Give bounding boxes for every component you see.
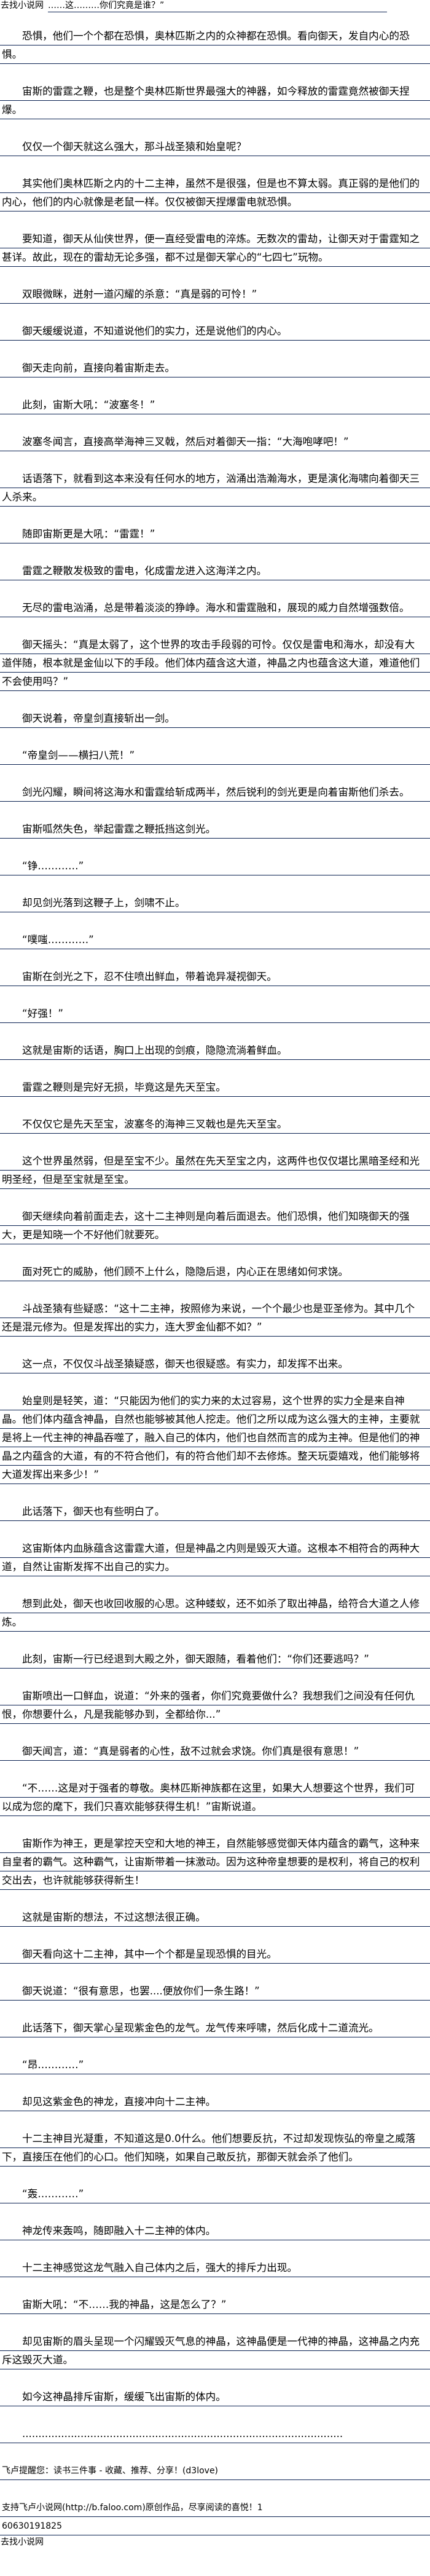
paragraph: 御天继续向着前面走去，这十二主神则是向着后面退去。他们恐惧，他们知晓御天的强大，… bbox=[0, 1207, 430, 1244]
paragraph: 十二主神目光凝重，不知道这是0.0什么。他们想要反抗，不过却发现恢弘的帝皇之威落… bbox=[0, 2130, 430, 2167]
paragraph: “噗嗤…………” bbox=[0, 931, 430, 949]
page-footer: 飞卢提醒您：读书三件事 - 收藏、推荐、分享！(d3love) 支持飞卢小说网(… bbox=[0, 2462, 430, 2549]
paragraph: 宙斯呱然失色，举起雷霆之鞭抵挡这剑光。 bbox=[0, 820, 430, 839]
paragraph: 御天说着，帝皇剑直接斩出一剑。 bbox=[0, 709, 430, 728]
paragraph: 宙斯的雷霆之鞭，也是整个奥林匹斯世界最强大的神器，如今释放的雷霆竟然被御天捏爆。 bbox=[0, 82, 430, 119]
paragraph: 御天说道：“很有意思，也罢....便放你们一条生路！” bbox=[0, 1982, 430, 2001]
paragraph: 无尽的雷电汹涌，总是带着淡淡的狰峥。海水和雷霆融和，展现的威力自然增强数倍。 bbox=[0, 599, 430, 617]
paragraph: 宙斯喷出一口鲜血，说道：“外来的强者，你们究竟要做什么？我想我们之间没有任何仇恨… bbox=[0, 1687, 430, 1724]
paragraph: 御天摇头：“真是太弱了，这个世界的攻击手段弱的可怜。仅仅是雷电和海水，却没有大道… bbox=[0, 636, 430, 691]
paragraph: “帝皇剑——横扫八荒！” bbox=[0, 746, 430, 765]
paragraph: 御天缓缓说道，不知道说他们的实力，还是说他们的内心。 bbox=[0, 322, 430, 341]
site-name[interactable]: 去找小说网 bbox=[1, 1, 44, 10]
paragraph: 神龙传来轰鸣，随即融入十二主神的体内。 bbox=[0, 2222, 430, 2240]
footer-code: 60630191825 bbox=[0, 2517, 430, 2535]
paragraph: 如今这神晶排斥宙斯，缓缓飞出宙斯的体内。 bbox=[0, 2388, 430, 2406]
paragraph: 要知道，御天从仙侠世界，便一直经受雷电的淬炼。无数次的雷劫，让御天对于雷霆知之甚… bbox=[0, 230, 430, 267]
paragraph: 想到此处，御天也收回收服的心思。这种蝼蚁，还不如杀了取出神晶，给符合大道之人修炼… bbox=[0, 1595, 430, 1632]
paragraph: 这就是宙斯的想法，不过这想法很正确。 bbox=[0, 1908, 430, 1927]
paragraph: “轰…………” bbox=[0, 2185, 430, 2203]
paragraph: 此话落下，御天也有些明白了。 bbox=[0, 1503, 430, 1521]
paragraph: 此刻，宙斯大吼：“波塞冬！” bbox=[0, 396, 430, 414]
paragraph: 御天走向前，直接向着宙斯走去。 bbox=[0, 359, 430, 377]
chapter-title: ……这………你们究竟是谁？” bbox=[48, 0, 387, 12]
paragraph: 不仅仅它是先天至宝，波塞冬的海神三叉戟也是先天至宝。 bbox=[0, 1115, 430, 1134]
paragraph: 此话落下，御天掌心呈现紫金色的龙气。龙气传来呼啸，然后化成十二道流光。 bbox=[0, 2019, 430, 2037]
paragraph: 宙斯大吼：“不……我的神晶，这是怎么了？” bbox=[0, 2296, 430, 2314]
paragraph: 始皇则是轻笑，道：“只能因为他们的实力来的太过容易，这个世界的实力全是来自神晶。… bbox=[0, 1392, 430, 1484]
paragraph: “好强！” bbox=[0, 1005, 430, 1023]
paragraph: 宙斯作为神王，更是掌控天空和大地的神王，自然能够感觉御天体内蕴含的霸气，这种来自… bbox=[0, 1835, 430, 1890]
paragraph: 随即宙斯更是大吼：“雷霆！” bbox=[0, 525, 430, 543]
page-header: 去找小说网 ……这………你们究竟是谁？” bbox=[0, 0, 430, 27]
paragraph: 其实他们奥林匹斯之内的十二主神，虽然不是很强，但是也不算太弱。真正弱的是他们的内… bbox=[0, 175, 430, 211]
chapter-content: 恐惧，他们一个个都在恐惧，奥林匹斯之内的众神都在恐惧。看向御天，发自内心的恐惧。… bbox=[0, 27, 430, 2443]
paragraph: 恐惧，他们一个个都在恐惧，奥林匹斯之内的众神都在恐惧。看向御天，发自内心的恐惧。 bbox=[0, 27, 430, 64]
paragraph: 雷霆之鞭则是完好无损，毕竟这是先天至宝。 bbox=[0, 1078, 430, 1097]
paragraph: “不……这是对于强者的尊敬。奥林匹斯神族都在这里，如果大人想要这个世界，我们可以… bbox=[0, 1779, 430, 1816]
paragraph: 这就是宙斯的话语，胸口上出现的剑痕，隐隐流淌着鲜血。 bbox=[0, 1041, 430, 1060]
footer-reminder: 飞卢提醒您：读书三件事 - 收藏、推荐、分享！(d3love) bbox=[0, 2462, 430, 2480]
footer-support-link[interactable]: 支持飞卢小说网(http://b.faloo.com)原创作品，尽享阅读的喜悦！… bbox=[0, 2499, 430, 2517]
paragraph: 话语落下，就看到这本来没有任何水的地方，汹涌出浩瀚海水，更是演化海啸向着御天三人… bbox=[0, 470, 430, 507]
paragraph: 御天看向这十二主神，其中一个个都是呈现恐惧的目光。 bbox=[0, 1945, 430, 1964]
paragraph: 这宙斯体内血脉蕴含这雷霆大道，但是神晶之内则是毁灭大道。这根本不相符合的两种大道… bbox=[0, 1539, 430, 1576]
paragraph: 斗战圣猿有些疑惑：“这十二主神，按照修为来说，一个个最少也是亚圣修为。其中几个还… bbox=[0, 1300, 430, 1337]
paragraph: 这个世界虽然弱，但是至宝不少。虽然在先天至宝之内，这两件也仅仅堪比黑暗圣经和光明… bbox=[0, 1152, 430, 1189]
paragraph: 面对死亡的威胁，他们顾不上什么，隐隐后退，内心正在思绪如何求饶。 bbox=[0, 1263, 430, 1281]
paragraph: 波塞冬闻言，直接高举海神三叉戟，然后对着御天一指：“大海咆哮吧！” bbox=[0, 433, 430, 451]
paragraph: “铮…………” bbox=[0, 857, 430, 875]
paragraph: 雷霆之鞭散发极致的雷电，化成雷龙进入这海洋之内。 bbox=[0, 562, 430, 580]
paragraph: 双眼微眯，迸射一道闪耀的杀意：“真是弱的可怜！” bbox=[0, 285, 430, 304]
paragraph: 此刻，宙斯一行已经退到大殿之外，御天跟随，看着他们：“你们还要逃吗？” bbox=[0, 1650, 430, 1669]
footer-site-name[interactable]: 去找小说网 bbox=[1, 2537, 44, 2547]
paragraph: 御天闻言，道：“真是弱者的心性，敌不过就会求饶。你们真是很有意思！” bbox=[0, 1742, 430, 1761]
paragraph: “昂…………” bbox=[0, 2056, 430, 2074]
paragraph: 却见剑光落到这鞭子上，剑啸不止。 bbox=[0, 894, 430, 912]
paragraph: 却见这紫金色的神龙，直接冲向十二主神。 bbox=[0, 2093, 430, 2111]
paragraph: 十二主神感觉这龙气融入自己体内之后，强大的排斥力出现。 bbox=[0, 2259, 430, 2277]
paragraph: 剑光闪耀，瞬间将这海水和雷霆给斩成两半，然后锐利的剑光更是向着宙斯他们杀去。 bbox=[0, 783, 430, 802]
paragraph: 宙斯在剑光之下，忍不住喷出鲜血，带着诡异凝视御天。 bbox=[0, 968, 430, 986]
paragraph: 却见宙斯的眉头呈现一个闪耀毁灭气息的神晶，这神晶便是一代神的神晶，这神晶之内充斥… bbox=[0, 2333, 430, 2369]
paragraph: 这一点，不仅仅斗战圣猿疑惑，御天也很疑惑。有实力，却发挥不出来。 bbox=[0, 1355, 430, 1373]
paragraph: 仅仅一个御天就这么强大，那斗战圣猿和始皇呢？ bbox=[0, 138, 430, 156]
paragraph: ........................................… bbox=[0, 2425, 430, 2443]
